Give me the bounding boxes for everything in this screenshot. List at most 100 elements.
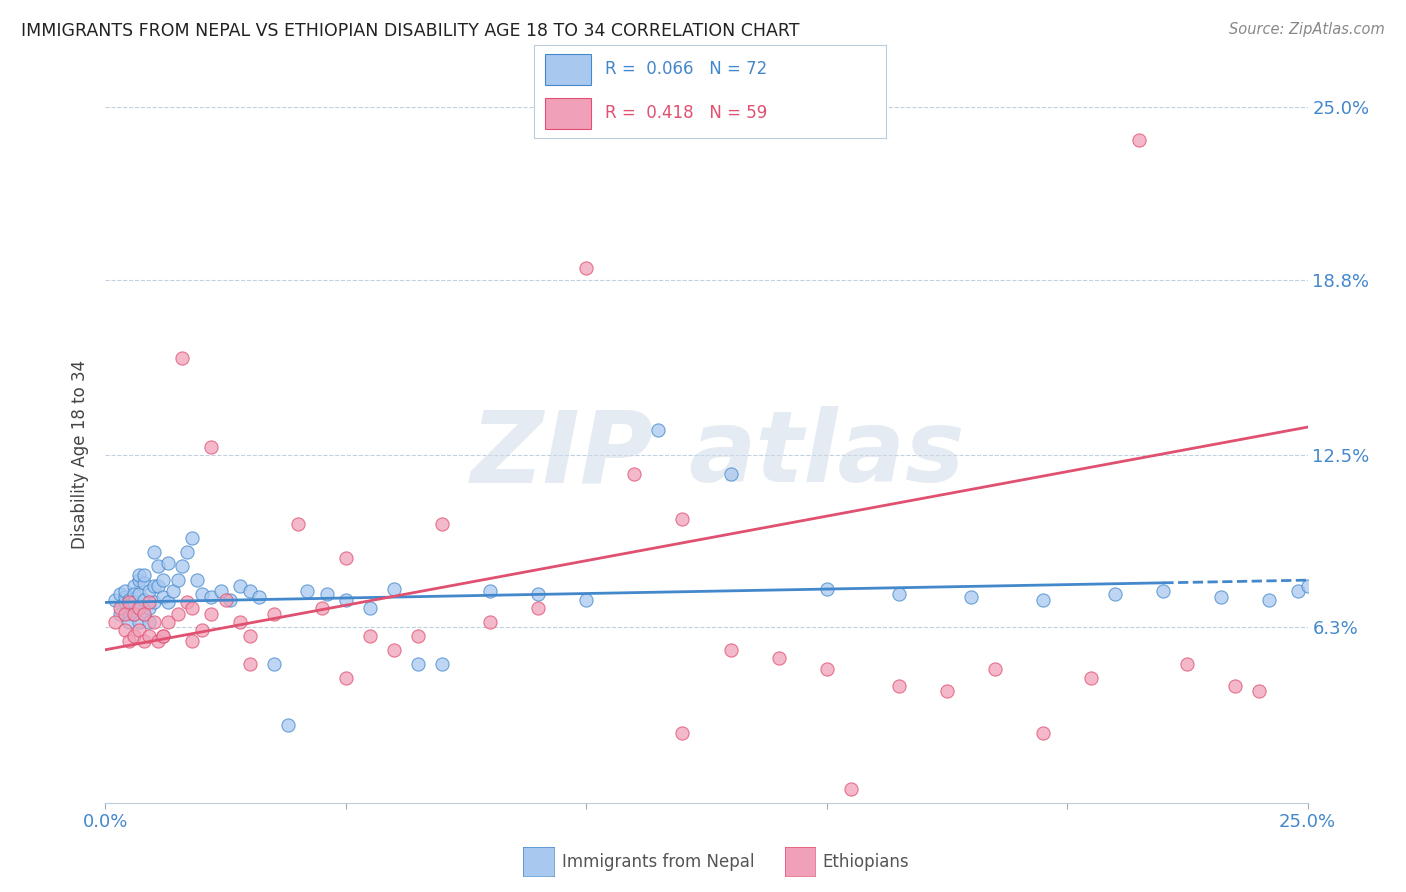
Point bbox=[138, 595, 160, 609]
Point bbox=[176, 595, 198, 609]
Point bbox=[114, 595, 136, 609]
Point bbox=[575, 261, 598, 276]
Point bbox=[128, 587, 150, 601]
Point bbox=[1080, 671, 1102, 685]
Point bbox=[406, 657, 429, 671]
Point bbox=[311, 601, 333, 615]
Point bbox=[114, 590, 136, 604]
Point bbox=[172, 559, 194, 574]
Point bbox=[132, 607, 155, 621]
Point bbox=[623, 467, 645, 482]
Point bbox=[239, 584, 262, 599]
Point bbox=[277, 718, 299, 732]
Point bbox=[1152, 584, 1174, 599]
Point bbox=[176, 545, 198, 559]
Text: R =  0.066   N = 72: R = 0.066 N = 72 bbox=[605, 61, 766, 78]
Point bbox=[229, 579, 252, 593]
Point bbox=[124, 595, 146, 609]
Point bbox=[124, 587, 146, 601]
Point bbox=[1225, 679, 1247, 693]
Point bbox=[1128, 133, 1150, 147]
Point bbox=[575, 592, 598, 607]
Point bbox=[108, 607, 131, 621]
Point bbox=[190, 624, 212, 638]
Point bbox=[142, 615, 165, 629]
Point bbox=[1032, 592, 1054, 607]
Point bbox=[128, 601, 150, 615]
Point bbox=[152, 629, 174, 643]
Point bbox=[315, 587, 337, 601]
Point bbox=[1286, 584, 1309, 599]
Point bbox=[229, 615, 252, 629]
Point bbox=[720, 467, 742, 482]
Y-axis label: Disability Age 18 to 34: Disability Age 18 to 34 bbox=[72, 360, 90, 549]
Point bbox=[335, 550, 357, 565]
Point bbox=[148, 634, 170, 648]
Point bbox=[152, 573, 174, 587]
Point bbox=[148, 579, 170, 593]
Point bbox=[181, 634, 204, 648]
Point bbox=[1104, 587, 1126, 601]
Point bbox=[132, 567, 155, 582]
Point bbox=[118, 592, 141, 607]
Text: Immigrants from Nepal: Immigrants from Nepal bbox=[562, 853, 755, 871]
Point bbox=[124, 607, 146, 621]
Point bbox=[887, 587, 910, 601]
Point bbox=[118, 607, 141, 621]
Point bbox=[108, 587, 131, 601]
Point bbox=[209, 584, 232, 599]
Point bbox=[124, 629, 146, 643]
Point bbox=[297, 584, 319, 599]
Bar bbox=[544, 98, 591, 129]
Point bbox=[430, 657, 453, 671]
Point bbox=[239, 629, 262, 643]
Point bbox=[219, 592, 242, 607]
Point bbox=[148, 559, 170, 574]
Point bbox=[162, 584, 184, 599]
Point bbox=[132, 576, 155, 591]
Point bbox=[186, 573, 208, 587]
Point bbox=[152, 590, 174, 604]
Point bbox=[263, 607, 285, 621]
Point bbox=[138, 601, 160, 615]
Text: Source: ZipAtlas.com: Source: ZipAtlas.com bbox=[1229, 22, 1385, 37]
Text: IMMIGRANTS FROM NEPAL VS ETHIOPIAN DISABILITY AGE 18 TO 34 CORRELATION CHART: IMMIGRANTS FROM NEPAL VS ETHIOPIAN DISAB… bbox=[21, 22, 800, 40]
Point bbox=[156, 615, 179, 629]
Point bbox=[1032, 726, 1054, 740]
Point bbox=[214, 592, 236, 607]
Point bbox=[527, 587, 550, 601]
Point bbox=[132, 592, 155, 607]
Point bbox=[190, 587, 212, 601]
Point bbox=[200, 607, 222, 621]
Point bbox=[138, 584, 160, 599]
Point bbox=[128, 573, 150, 587]
Point bbox=[1296, 579, 1319, 593]
Text: ZIP: ZIP bbox=[471, 407, 654, 503]
Point bbox=[156, 595, 179, 609]
Point bbox=[118, 615, 141, 629]
Point bbox=[839, 781, 862, 796]
Point bbox=[815, 662, 838, 676]
Point bbox=[239, 657, 262, 671]
Text: Ethiopians: Ethiopians bbox=[823, 853, 910, 871]
Text: R =  0.418   N = 59: R = 0.418 N = 59 bbox=[605, 104, 766, 122]
Point bbox=[527, 601, 550, 615]
Point bbox=[128, 601, 150, 615]
Point bbox=[128, 624, 150, 638]
Point bbox=[335, 592, 357, 607]
Point bbox=[181, 532, 204, 546]
Point bbox=[647, 423, 669, 437]
Point bbox=[671, 726, 693, 740]
Point bbox=[406, 629, 429, 643]
Point bbox=[720, 642, 742, 657]
Point bbox=[1175, 657, 1198, 671]
Point bbox=[936, 684, 959, 698]
Point bbox=[118, 595, 141, 609]
Point bbox=[359, 601, 381, 615]
Point bbox=[114, 584, 136, 599]
Point bbox=[142, 545, 165, 559]
Point bbox=[114, 624, 136, 638]
Point bbox=[114, 607, 136, 621]
Point bbox=[124, 579, 146, 593]
Point bbox=[124, 607, 146, 621]
